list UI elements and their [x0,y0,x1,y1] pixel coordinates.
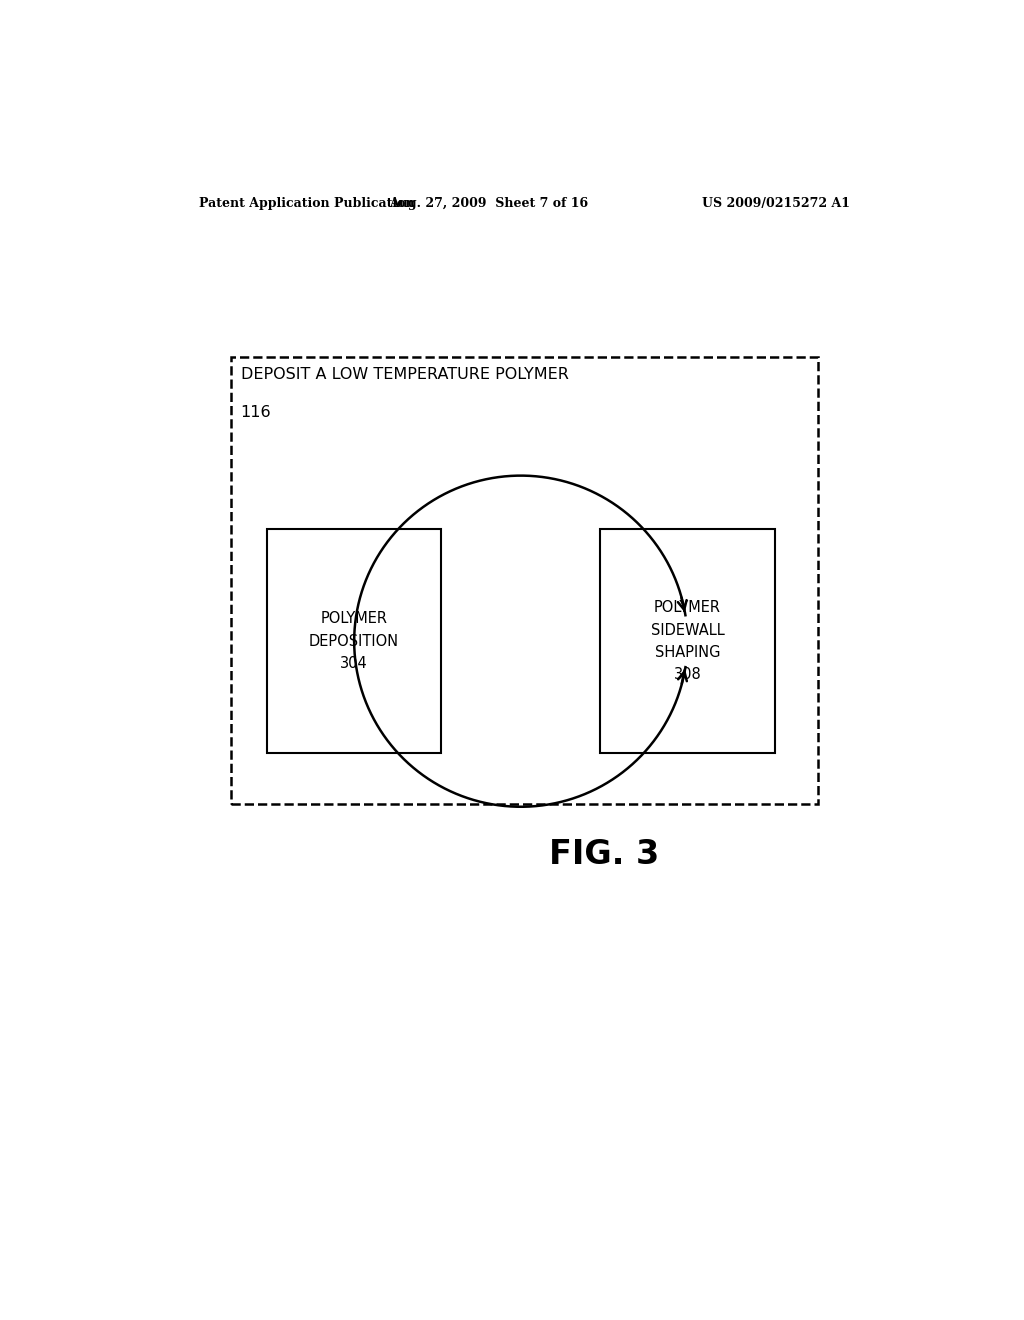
Text: POLYMER
DEPOSITION
304: POLYMER DEPOSITION 304 [309,611,399,671]
Text: Patent Application Publication: Patent Application Publication [200,197,415,210]
Text: DEPOSIT A LOW TEMPERATURE POLYMER: DEPOSIT A LOW TEMPERATURE POLYMER [241,367,568,381]
Text: US 2009/0215272 A1: US 2009/0215272 A1 [702,197,850,210]
Text: 116: 116 [241,405,271,420]
Text: POLYMER
SIDEWALL
SHAPING
308: POLYMER SIDEWALL SHAPING 308 [650,601,724,682]
Bar [267,529,441,752]
Bar [231,356,818,804]
Text: FIG. 3: FIG. 3 [549,838,659,871]
Bar [600,529,775,752]
Text: Aug. 27, 2009  Sheet 7 of 16: Aug. 27, 2009 Sheet 7 of 16 [389,197,589,210]
